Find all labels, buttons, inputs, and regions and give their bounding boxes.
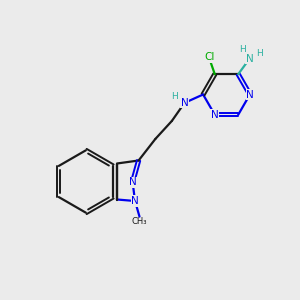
Text: N: N xyxy=(129,177,136,187)
Text: CH₃: CH₃ xyxy=(132,218,147,226)
Text: N: N xyxy=(211,110,219,120)
Text: N: N xyxy=(246,89,254,100)
Text: H: H xyxy=(240,45,246,54)
Text: Cl: Cl xyxy=(204,52,214,62)
Text: N: N xyxy=(246,54,254,64)
Text: H: H xyxy=(256,49,262,58)
Text: N: N xyxy=(181,98,188,108)
Text: N: N xyxy=(131,196,139,206)
Text: H: H xyxy=(171,92,177,101)
